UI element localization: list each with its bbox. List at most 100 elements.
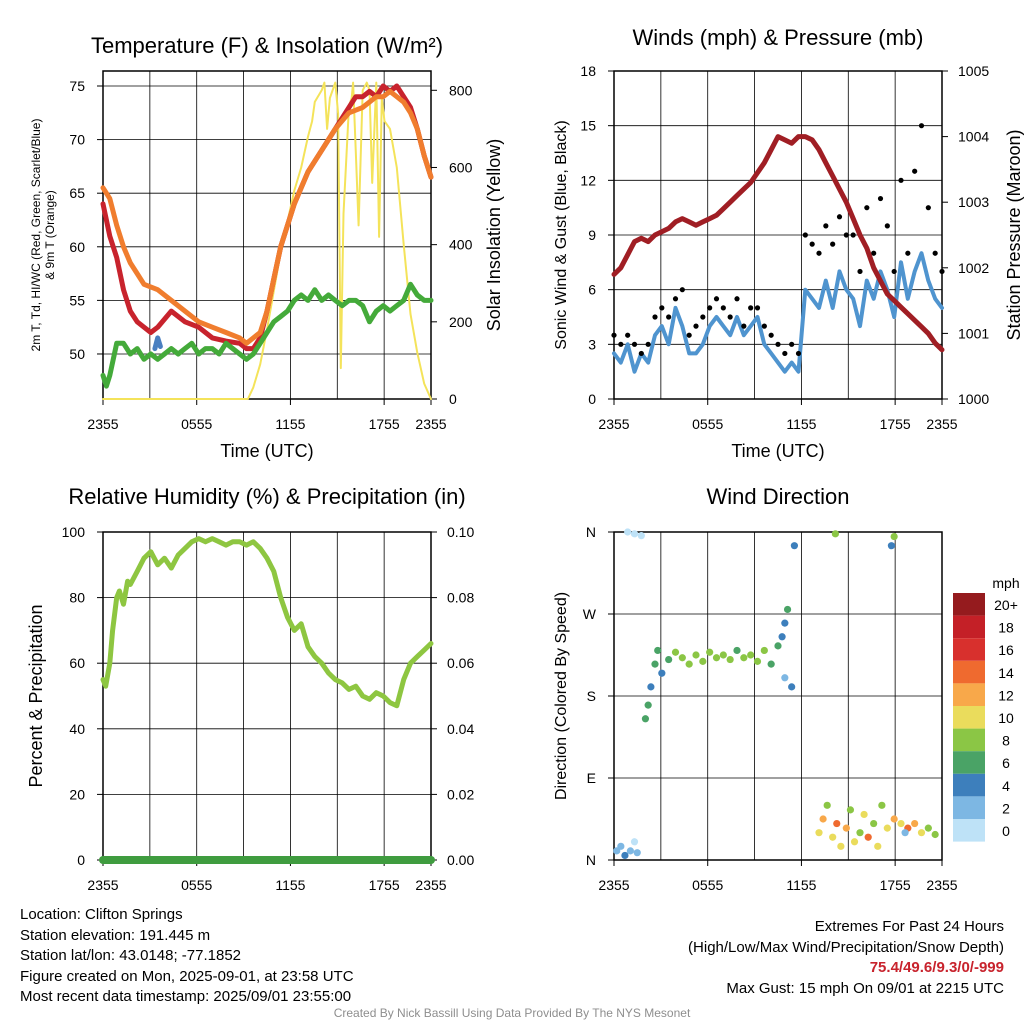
wind-direction-point (621, 851, 629, 860)
x-tick-label: 1155 (786, 416, 816, 432)
colorbar-swatch (953, 796, 985, 819)
gust-point (857, 268, 863, 275)
temperature-chart-title: Temperature (F) & Insolation (W/m²) (91, 33, 443, 58)
wind-direction-point (767, 660, 775, 668)
station-info: Location: Clifton Springs Station elevat… (20, 905, 354, 1008)
wind-direction-point (637, 532, 645, 540)
wind-direction-point (874, 842, 882, 850)
gust-point (686, 332, 692, 338)
wind-direction-point (644, 701, 652, 709)
y2-tick-label: 1004 (958, 129, 989, 145)
x-tick-label: 1155 (275, 877, 305, 893)
wind-direction-point (685, 660, 693, 668)
wind-direction-point (781, 619, 789, 627)
x-tick-label: 1755 (369, 877, 400, 893)
gust-point (645, 341, 651, 347)
wind-direction-point (815, 829, 823, 837)
y2-tick-label: 0 (449, 391, 457, 407)
wind-direction-point (658, 669, 666, 677)
wind-direction-point (823, 801, 831, 809)
gust-point (912, 168, 918, 174)
y-tick-label: 12 (580, 172, 596, 188)
y-tick-label: W (583, 606, 597, 622)
x-tick-label: 2355 (926, 416, 957, 432)
y2-tick-label: 1002 (958, 260, 989, 276)
wind-direction-point (647, 683, 655, 691)
gust-point (768, 332, 774, 338)
gust-point (836, 214, 843, 220)
wind-direction-point (837, 842, 845, 850)
station-pressure-line (611, 134, 945, 353)
gust-point (809, 241, 815, 247)
colorbar-label: 6 (1002, 755, 1010, 771)
humidity-y-axis-label: Percent & Precipitation (26, 604, 46, 787)
colorbar-swatch (953, 706, 985, 729)
gust-point (830, 241, 836, 247)
wind-direction-point (624, 528, 632, 536)
y2-tick-label: 0.06 (447, 655, 474, 671)
gust-point (898, 177, 904, 183)
y-tick-label: E (587, 770, 596, 786)
colorbar-swatch (953, 683, 985, 706)
x-tick-label: 2355 (87, 877, 118, 893)
wind-direction-point (726, 655, 734, 664)
y2-tick-label: 0.02 (447, 786, 474, 802)
x-tick-label: 1755 (369, 416, 400, 432)
x-tick-label: 2355 (415, 877, 446, 893)
y-tick-label: 60 (69, 239, 85, 255)
colorbar-swatch (953, 593, 985, 616)
wind-direction-point (788, 683, 796, 691)
temperature-x-axis-label: Time (UTC) (220, 441, 313, 461)
y2-tick-label: 1003 (958, 194, 989, 210)
wind-direction-point (917, 829, 926, 837)
wind-direction-point (712, 654, 721, 662)
wind-direction-point (740, 654, 748, 662)
wind-direction-point (641, 715, 650, 723)
colorbar-unit-label: mph (992, 575, 1019, 591)
x-tick-label: 2355 (87, 416, 118, 432)
recent-timestamp: Most recent data timestamp: 2025/09/01 2… (20, 988, 352, 1005)
gust-point (652, 314, 658, 320)
colorbar-swatch (953, 660, 985, 684)
temperature-plot-frame (102, 70, 432, 400)
wind-direction-point (870, 819, 878, 828)
wind-direction-point (678, 654, 686, 662)
gust-point (659, 305, 665, 311)
gust-point (816, 250, 822, 256)
gust-point (789, 341, 795, 347)
gust-point (631, 341, 638, 347)
colorbar-swatch (953, 773, 985, 797)
wind-direction-point (699, 657, 707, 665)
gust-point (741, 323, 747, 329)
gust-point (754, 305, 761, 311)
wind-direction-point (783, 605, 792, 614)
winds-chart-title: Winds (mph) & Pressure (mb) (633, 25, 924, 50)
wind-direction-point (747, 651, 755, 659)
wind-direction-point (842, 824, 850, 832)
max-gust: Max Gust: 15 mph On 09/01 at 2215 UTC (726, 979, 1004, 997)
station-location: Location: Clifton Springs (20, 906, 183, 923)
y-tick-label: 40 (69, 721, 85, 737)
credit-line: Created By Nick Bassill Using Data Provi… (333, 1006, 691, 1020)
gust-point (932, 250, 938, 256)
x-tick-label: 0555 (181, 416, 212, 432)
wind-direction-point (890, 815, 898, 823)
wind-direction-chart-title: Wind Direction (706, 484, 849, 509)
wind-direction-point (617, 842, 625, 850)
y2-tick-label: 0.10 (447, 524, 474, 540)
wind-direction-point (753, 657, 762, 665)
station-elevation: Station elevation: 191.445 m (20, 926, 211, 944)
gust-point (823, 223, 829, 229)
wind-direction-point (846, 806, 855, 814)
colorbar-swatch (953, 751, 985, 774)
colorbar-label: 0 (1002, 823, 1010, 839)
y-tick-label: 50 (69, 346, 85, 362)
colorbar-label: 2 (1002, 800, 1010, 816)
colorbar-swatch (953, 819, 985, 842)
y-tick-label: 18 (580, 63, 596, 79)
y-tick-label: 9 (588, 227, 596, 243)
wind-direction-point (850, 838, 859, 846)
wind-direction-point (924, 824, 932, 832)
wind-direction-point (733, 646, 741, 655)
